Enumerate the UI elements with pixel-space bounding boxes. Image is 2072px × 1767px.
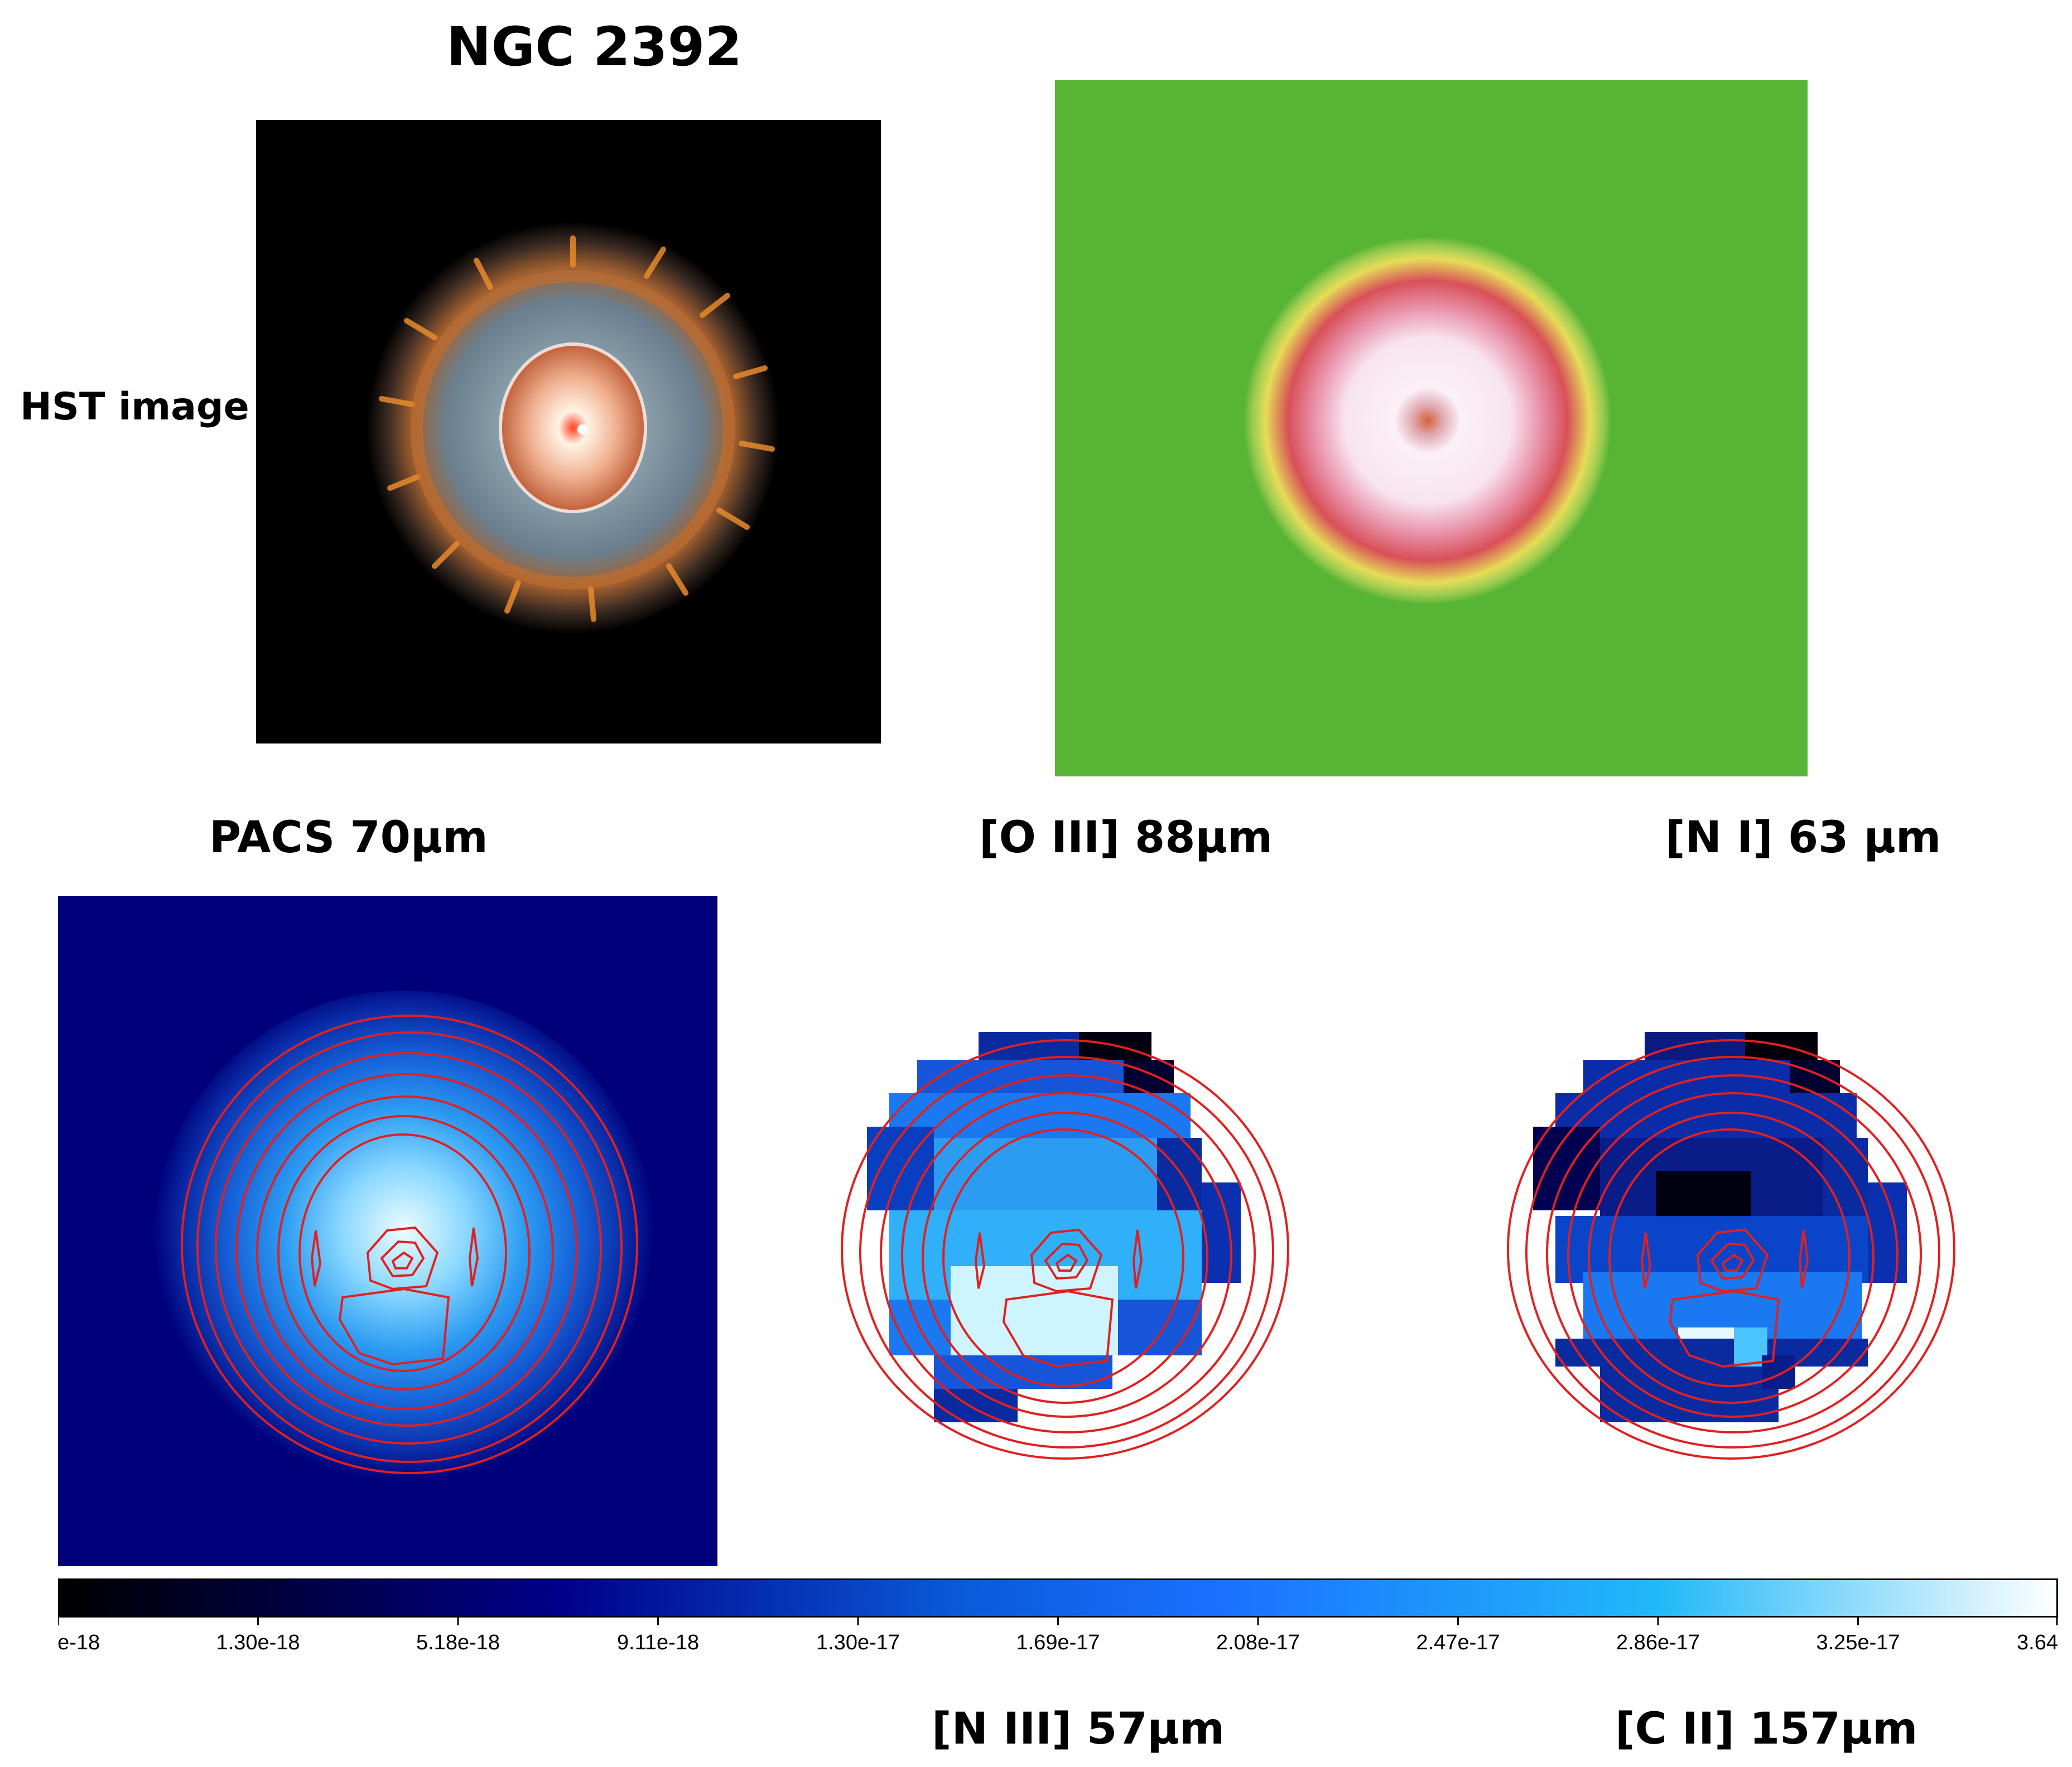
colorbar-ticks: 0e-18 1.30e-18 5.18e-18 9.11e-18 1.30e-1… — [58, 1618, 2058, 1662]
colorbar-tick-label: 1.30e-18 — [216, 1631, 300, 1654]
colorbar-tick-label: 9.11e-18 — [616, 1631, 700, 1654]
hst-label: HST image — [20, 385, 249, 429]
colorbar-tick-label: 1.69e-17 — [1016, 1631, 1100, 1654]
ni-label: [N I] 63 μm — [1665, 813, 1941, 863]
pacs-label: PACS 70μm — [209, 813, 488, 863]
colorbar-tick-marks — [58, 1618, 2058, 1625]
oiii-label: [O III] 88μm — [979, 813, 1273, 863]
hst-image — [256, 120, 881, 744]
colorbar-tick-label: 5.18e-18 — [416, 1631, 500, 1654]
pacs-map — [58, 896, 717, 1566]
ni-map — [1055, 80, 1808, 776]
colorbar-tick-label: 1.30e-17 — [816, 1631, 900, 1654]
colorbar-tick-label: 3.64 — [2017, 1631, 2058, 1654]
figure-title: NGC 2392 — [446, 16, 743, 78]
niii-label: [N III] 57μm — [932, 1704, 1225, 1754]
cii-label: [C II] 157μm — [1615, 1704, 1918, 1754]
colorbar — [58, 1578, 2058, 1618]
colorbar-tick-label: 3.25e-17 — [1816, 1631, 1900, 1654]
colorbar-tick-label: 2.08e-17 — [1216, 1631, 1300, 1654]
niii-map — [833, 1015, 1310, 1476]
colorbar-tick-label: 2.86e-17 — [1616, 1631, 1700, 1654]
colorbar-tick-label: 2.47e-17 — [1416, 1631, 1500, 1654]
cii-map — [1500, 1015, 1977, 1476]
colorbar-tick-label: 0e-18 — [46, 1631, 100, 1654]
